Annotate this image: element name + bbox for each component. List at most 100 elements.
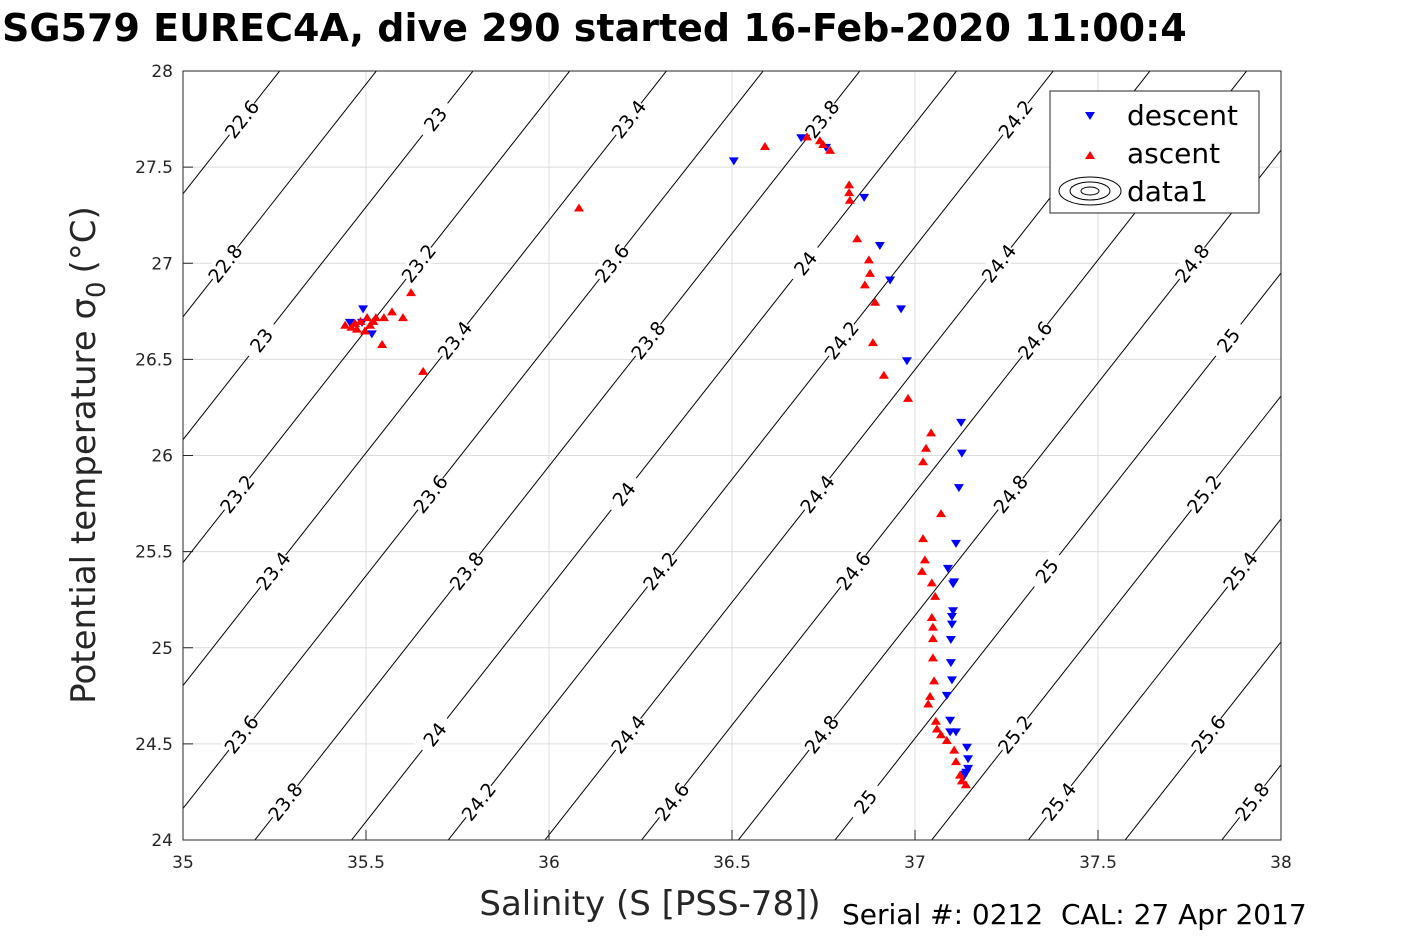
x-tick-label: 35.5: [347, 853, 385, 873]
contour-label-bg: [603, 472, 644, 516]
legend-box: [1049, 90, 1260, 214]
ascent-point: [802, 132, 813, 141]
y-axis-label: Potential temperature σ0(°C): [64, 206, 112, 704]
contour-line: [183, 71, 474, 441]
x-tick-label: 35: [172, 853, 194, 873]
y-tick-label: 26: [151, 447, 173, 467]
ascent-point: [844, 195, 855, 204]
y-tick-label: 27: [151, 254, 173, 274]
contour-label-bg: [845, 779, 886, 824]
ascent-point: [931, 724, 942, 733]
descent-point: [874, 241, 885, 250]
descent-point: [859, 193, 870, 202]
ascent-point: [916, 566, 927, 575]
contour-label-bg: [1219, 548, 1261, 593]
descent-point: [961, 768, 972, 777]
ascent-point: [941, 736, 952, 745]
ascent-point: [574, 203, 585, 212]
ascent-point: [956, 776, 967, 785]
descent-point: [963, 755, 974, 764]
contour-label-bg: [801, 97, 843, 141]
y-tick-label: 27.5: [135, 158, 173, 178]
ascent-point: [918, 457, 929, 466]
ascent-point: [926, 428, 937, 437]
descent-point: [728, 157, 739, 166]
contour-label-bg: [591, 241, 633, 286]
contour-label-bg: [801, 712, 842, 757]
contour-label-bg: [414, 712, 455, 757]
descent-point: [945, 716, 956, 725]
ascent-point: [377, 339, 388, 348]
contour-label-bg: [990, 472, 1031, 516]
ascent-point: [926, 578, 937, 587]
contour-label-bg: [1208, 318, 1249, 363]
contour-label-bg: [1188, 712, 1229, 757]
ascent-point: [903, 393, 914, 402]
ascent-point: [397, 313, 408, 322]
contour-label-bg: [607, 712, 649, 757]
descent-point: [950, 539, 961, 548]
contour-label-bg: [627, 318, 669, 363]
ascent-point: [844, 180, 855, 189]
descent-point: [956, 449, 967, 458]
legend-descent-label: descent: [1127, 99, 1238, 132]
ascent-point: [418, 366, 429, 375]
descent-point: [942, 564, 953, 573]
ascent-point: [340, 320, 351, 329]
ascent-point: [918, 534, 929, 543]
y-tick-label: 25.5: [135, 543, 173, 563]
x-tick-label: 36: [538, 853, 560, 873]
ascent-point: [368, 316, 379, 325]
contour-label-bg: [1183, 472, 1225, 516]
contour-label-bg: [785, 241, 826, 286]
contour-label-bg: [398, 241, 439, 286]
descent-point: [366, 330, 377, 339]
descent-point: [950, 728, 961, 737]
contour-label-bg: [458, 779, 499, 824]
contour-line: [183, 71, 668, 687]
contour-line: [183, 71, 281, 195]
descent-point: [945, 636, 956, 645]
ascent-point: [923, 699, 934, 708]
contour-label-bg: [221, 712, 262, 757]
contour-label-bg: [446, 548, 487, 593]
ascent-point: [378, 313, 389, 322]
ascent-point: [960, 780, 971, 789]
contour-label-bg: [216, 472, 258, 516]
contour-label-bg: [1014, 318, 1056, 363]
ascent-point: [929, 676, 940, 685]
contour-label-bg: [415, 97, 456, 141]
ascent-point: [867, 338, 878, 347]
ascent-point: [927, 622, 938, 631]
legend: descent ascent data1: [1049, 90, 1260, 214]
contour-label-bg: [434, 318, 475, 363]
contour-line: [183, 71, 377, 318]
contour-label-bg: [978, 241, 1019, 286]
contour-label-bg: [651, 779, 693, 824]
contour-label-bg: [1231, 779, 1273, 824]
ascent-point: [927, 653, 938, 662]
ascent-point: [346, 322, 357, 331]
descent-point: [948, 607, 959, 616]
ascent-point: [759, 141, 770, 150]
ascent-point: [355, 316, 366, 325]
contour-label-bg: [821, 318, 862, 363]
contour-line: [447, 71, 1054, 840]
legend-descent-marker: [1085, 112, 1095, 120]
ascent-point: [844, 188, 855, 197]
descent-point: [945, 659, 956, 668]
contour-label-bg: [995, 97, 1036, 141]
legend-ascent-label: ascent: [1127, 137, 1220, 170]
ascent-point: [930, 591, 941, 600]
descent-point: [796, 134, 807, 143]
ascent-point: [859, 280, 870, 289]
contour-label-bg: [639, 548, 681, 593]
y-tick-label: 25: [151, 639, 173, 659]
axis-ticks: 35 35.5 36 36.5 37 37.5 38 24 24.5 25 25.5 26 26.5 27…: [135, 62, 1292, 873]
contour-label-bg: [833, 548, 874, 593]
contour-label-bg: [1026, 548, 1067, 593]
legend-contour-icon: [1058, 176, 1122, 206]
ascent-point: [920, 443, 931, 452]
ascent-point: [870, 297, 881, 306]
